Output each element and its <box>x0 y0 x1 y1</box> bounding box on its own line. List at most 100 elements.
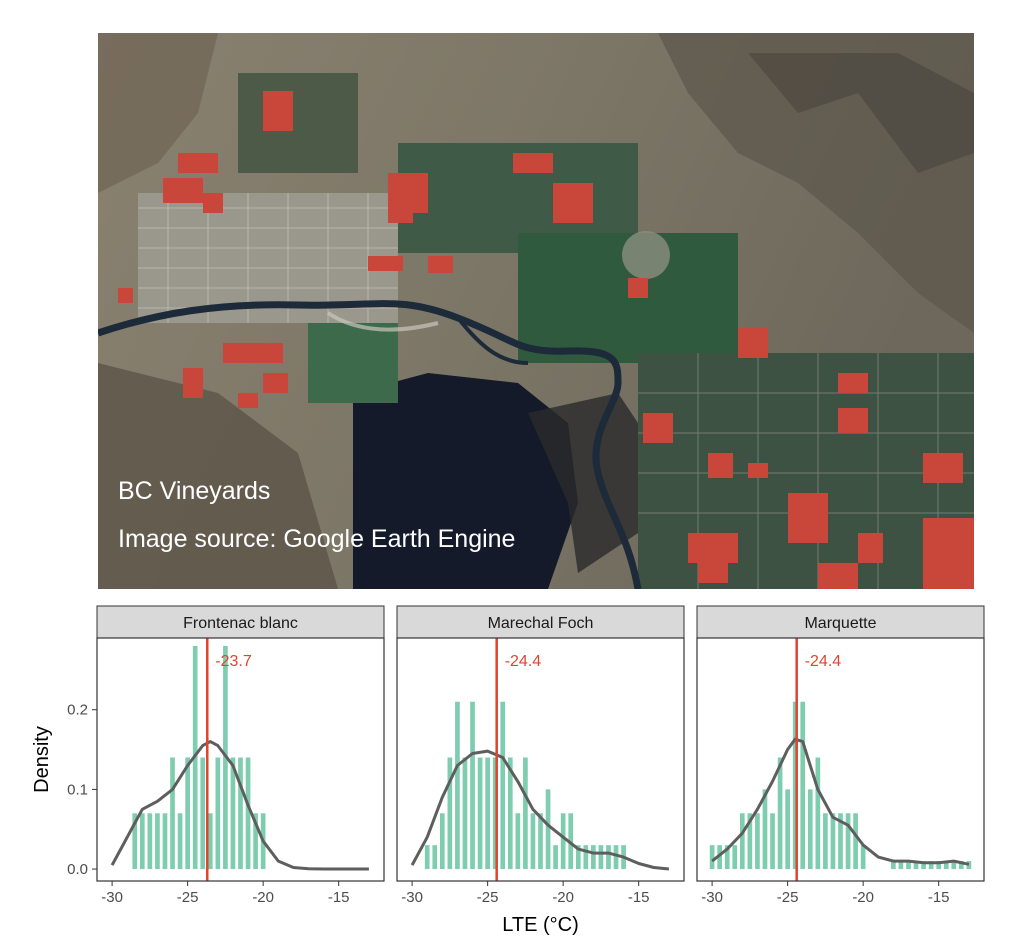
histogram-bar <box>470 701 475 870</box>
x-axis-label: LTE (°C) <box>502 914 579 936</box>
histogram-bar <box>838 813 843 870</box>
y-tick-label: 0.2 <box>67 702 88 719</box>
histogram-bar <box>591 845 596 870</box>
histogram-bar <box>943 861 949 870</box>
panel-border <box>96 637 385 882</box>
histogram-bar <box>455 701 460 870</box>
histogram-bar <box>500 701 506 870</box>
histogram-bar <box>951 861 957 870</box>
histogram-bar <box>162 813 168 870</box>
histogram-bar <box>545 789 551 870</box>
y-tick-label: 0.1 <box>67 781 88 798</box>
histogram-bar <box>800 701 806 870</box>
histogram-bar <box>959 861 964 870</box>
x-tick-label: -20 <box>552 889 574 906</box>
histogram-bar <box>507 757 513 870</box>
histogram-bar <box>823 813 828 870</box>
histogram-bar <box>215 757 221 870</box>
x-tick-label: -20 <box>252 889 274 906</box>
x-tick-label: -25 <box>777 889 799 906</box>
histogram-bar <box>560 813 566 870</box>
histogram-bar <box>936 861 942 870</box>
histogram-bar <box>732 845 738 870</box>
histogram-bar <box>477 757 483 870</box>
map-caption-source: Image source: Google Earth Engine <box>118 525 516 553</box>
histogram-bar <box>830 813 836 870</box>
histogram-bar <box>906 861 911 870</box>
histogram-bar <box>238 757 243 870</box>
x-tick-label: -20 <box>852 889 874 906</box>
histogram-bar <box>583 845 589 870</box>
histogram-bar <box>921 861 926 870</box>
histogram-bar <box>253 813 258 870</box>
histogram-bar <box>207 813 213 870</box>
histogram-bar <box>139 813 145 870</box>
lte-density-charts: Frontenac blanc -23.7 -30 -25 -20 -15 Marechal… <box>0 600 1022 949</box>
histogram-bar <box>860 845 866 870</box>
histogram-bar <box>245 757 251 870</box>
histogram-bar <box>739 813 745 870</box>
histogram-bar <box>724 845 730 870</box>
histogram-bar <box>147 813 153 870</box>
map-caption-title: BC Vineyards <box>118 477 271 505</box>
histogram-bar <box>613 845 619 870</box>
x-tick-label: -30 <box>101 889 123 906</box>
density-curve <box>711 737 970 866</box>
x-tick-label: -15 <box>928 889 950 906</box>
histogram-bar <box>606 845 611 870</box>
histogram-bar <box>966 861 972 870</box>
histogram-bar <box>132 813 138 870</box>
histogram-bar <box>553 845 558 870</box>
facet-title: Marquette <box>804 615 876 632</box>
satellite-image <box>98 33 974 589</box>
histogram-bar <box>845 813 851 870</box>
histogram-bar <box>424 845 430 870</box>
histogram-bar <box>928 861 934 870</box>
histogram-bar <box>770 813 775 870</box>
histogram-bar <box>439 813 445 870</box>
x-tick-label: -15 <box>628 889 650 906</box>
facet-strip <box>96 605 385 639</box>
histogram-bar <box>747 813 753 870</box>
histogram-bar <box>432 845 438 870</box>
histogram-bar <box>568 813 574 870</box>
density-curve <box>410 749 670 871</box>
histogram-bar <box>492 757 498 870</box>
histogram-bar <box>575 845 581 870</box>
histogram-bar <box>755 813 760 870</box>
histogram-bar <box>792 701 798 870</box>
median-label: -24.4 <box>505 653 542 670</box>
histogram-bar <box>515 813 521 870</box>
histogram-bar <box>777 757 783 870</box>
density-curve <box>110 740 369 871</box>
histogram-bar <box>485 757 490 870</box>
y-tick-label: 0.0 <box>67 861 88 878</box>
histogram-bar <box>538 813 543 870</box>
histogram-bar <box>913 861 919 870</box>
histogram-bar <box>891 861 896 870</box>
histogram-bar <box>762 789 768 870</box>
histogram-bar <box>709 845 715 870</box>
histogram-bar <box>898 861 904 870</box>
y-axis-label: Density <box>31 726 53 793</box>
histogram-bar <box>815 757 821 870</box>
histogram-bar <box>462 757 468 870</box>
facet-title: Frontenac blanc <box>183 615 298 632</box>
x-tick-label: -30 <box>701 889 723 906</box>
histogram-bar <box>155 813 160 870</box>
histogram-bar <box>185 757 190 870</box>
faceted-histogram: Frontenac blanc -23.7 -30 -25 -20 -15 Marechal… <box>31 605 985 936</box>
histogram-bar <box>170 757 175 870</box>
x-tick-label: -15 <box>328 889 350 906</box>
facet-strip <box>696 605 985 639</box>
panel-border <box>696 637 985 882</box>
median-label: -24.4 <box>805 653 842 670</box>
median-label: -23.7 <box>215 653 252 670</box>
histogram-bar <box>523 757 528 870</box>
histogram-bar <box>200 757 206 870</box>
facet-title: Marechal Foch <box>488 615 594 632</box>
panel-border <box>396 637 685 882</box>
x-tick-label: -25 <box>177 889 199 906</box>
histogram-bar <box>230 757 236 870</box>
histogram-bar <box>717 845 722 870</box>
